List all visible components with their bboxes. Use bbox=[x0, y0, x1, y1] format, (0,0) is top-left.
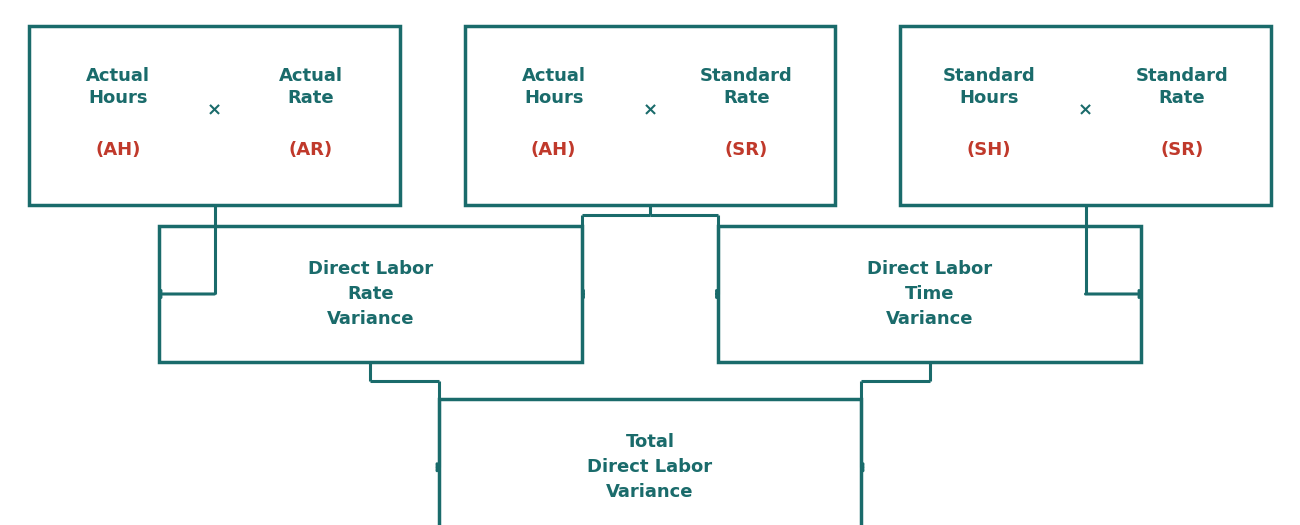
Text: ×: × bbox=[642, 101, 658, 119]
Text: (AH): (AH) bbox=[95, 141, 140, 159]
Text: Actual
Rate: Actual Rate bbox=[278, 67, 343, 107]
Bar bbox=[718, 226, 1141, 362]
Text: Direct Labor
Rate
Variance: Direct Labor Rate Variance bbox=[308, 260, 433, 328]
Text: (SH): (SH) bbox=[967, 141, 1011, 159]
Text: ×: × bbox=[207, 101, 222, 119]
Bar bbox=[900, 26, 1271, 205]
Text: (AR): (AR) bbox=[289, 141, 333, 159]
Text: Standard
Rate: Standard Rate bbox=[1135, 67, 1228, 107]
Text: (SR): (SR) bbox=[1160, 141, 1204, 159]
Bar bbox=[30, 26, 399, 205]
Text: Direct Labor
Time
Variance: Direct Labor Time Variance bbox=[867, 260, 992, 328]
Text: Actual
Hours: Actual Hours bbox=[86, 67, 151, 107]
Bar bbox=[439, 399, 862, 525]
Bar bbox=[159, 226, 582, 362]
Text: (AH): (AH) bbox=[530, 141, 576, 159]
Bar bbox=[465, 26, 836, 205]
Text: Standard
Hours: Standard Hours bbox=[942, 67, 1036, 107]
Text: Total
Direct Labor
Variance: Total Direct Labor Variance bbox=[588, 433, 712, 501]
Text: (SR): (SR) bbox=[724, 141, 768, 159]
Text: ×: × bbox=[1078, 101, 1093, 119]
Text: Actual
Hours: Actual Hours bbox=[521, 67, 586, 107]
Text: Standard
Rate: Standard Rate bbox=[699, 67, 793, 107]
